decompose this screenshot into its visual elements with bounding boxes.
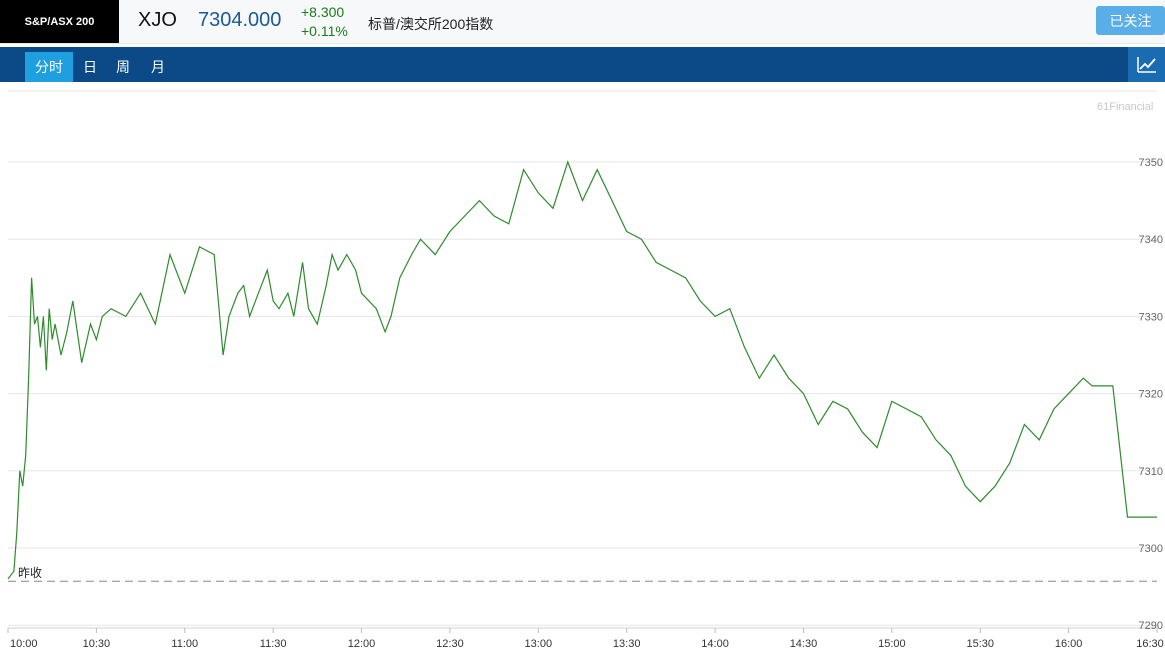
tab-weekly[interactable]: 周 bbox=[116, 59, 130, 75]
y-tick-label: 7320 bbox=[1139, 389, 1163, 401]
x-tick-label: 14:30 bbox=[790, 638, 818, 650]
x-tick-label: 14:00 bbox=[701, 638, 729, 650]
y-tick-label: 7300 bbox=[1139, 543, 1163, 555]
follow-button[interactable]: 已关注 bbox=[1096, 6, 1165, 35]
tab-daily[interactable]: 日 bbox=[83, 59, 97, 75]
price-change-percent: +0.11% bbox=[301, 23, 348, 39]
quote-header: S&P/ASX 200 XJO 7304.000 +8.300 +0.11% 标… bbox=[0, 0, 1165, 44]
x-tick-label: 13:00 bbox=[525, 638, 553, 650]
line-chart-icon[interactable] bbox=[1128, 47, 1165, 82]
x-tick-label: 16:00 bbox=[1055, 638, 1083, 650]
watermark: 61Financial bbox=[1097, 101, 1154, 113]
price-change: +8.300 bbox=[301, 4, 345, 20]
y-tick-label: 7340 bbox=[1139, 234, 1163, 246]
y-tick-label: 7290 bbox=[1139, 620, 1163, 632]
y-tick-label: 7310 bbox=[1139, 466, 1163, 478]
x-tick-label: 16:30 bbox=[1136, 638, 1164, 650]
x-tick-label: 12:30 bbox=[436, 638, 464, 650]
x-tick-label: 15:30 bbox=[966, 638, 994, 650]
last-price: 7304.000 bbox=[198, 9, 282, 31]
x-tick-label: 10:00 bbox=[10, 638, 38, 650]
ticker-symbol: XJO bbox=[138, 9, 177, 31]
x-tick-label: 10:30 bbox=[83, 638, 111, 650]
x-tick-label: 12:00 bbox=[348, 638, 376, 650]
x-tick-label: 11:00 bbox=[171, 638, 198, 650]
index-name: 标普/澳交所200指数 bbox=[368, 16, 494, 32]
index-logo: S&P/ASX 200 bbox=[0, 0, 119, 43]
period-tab-bar: 分时 日 周 月 bbox=[0, 47, 1165, 82]
prev-close-label: 昨收 bbox=[18, 566, 42, 580]
price-series-line bbox=[7, 160, 1157, 580]
y-tick-label: 7330 bbox=[1139, 311, 1163, 323]
y-tick-label: 7350 bbox=[1139, 157, 1163, 169]
x-tick-label: 13:30 bbox=[613, 638, 641, 650]
tab-intraday[interactable]: 分时 bbox=[25, 52, 73, 82]
x-tick-label: 11:30 bbox=[260, 638, 287, 650]
tab-monthly[interactable]: 月 bbox=[151, 59, 165, 75]
x-tick-label: 15:00 bbox=[878, 638, 906, 650]
